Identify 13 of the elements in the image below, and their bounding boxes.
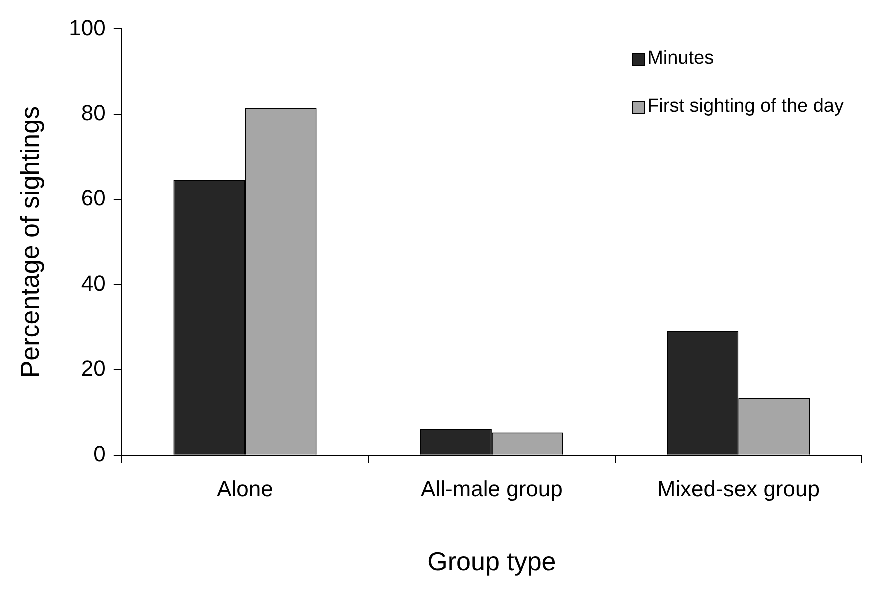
y-tick-label: 80 [81, 100, 106, 126]
y-tick-label: 0 [94, 441, 106, 466]
y-tick-label: 60 [81, 186, 106, 211]
x-tick-label: All-male group [421, 476, 563, 502]
y-axis-title: Percentage of sightings [14, 106, 45, 378]
x-tick-label: Mixed-sex group [657, 476, 820, 502]
x-axis-title: Group type [428, 546, 556, 577]
x-tick-label: Alone [217, 476, 274, 502]
legend-label: Minutes [648, 48, 714, 70]
y-tick-label: 20 [81, 356, 106, 382]
y-tick-label: 40 [81, 270, 106, 296]
legend-label: First sighting of the day [648, 96, 844, 118]
y-tick-label: 100 [69, 15, 106, 40]
